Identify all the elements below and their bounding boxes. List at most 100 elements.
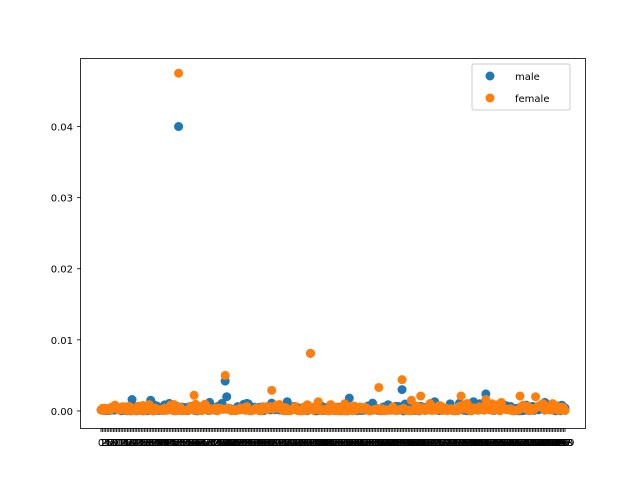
x-tick-label: 71: [205, 438, 218, 449]
x-tick-label: 264: [501, 438, 520, 449]
x-tick-label: 21: [127, 438, 140, 449]
x-tick-label: 223: [438, 438, 457, 449]
x-tick-label: 299: [555, 438, 574, 449]
x-tick-label: 215: [425, 438, 444, 449]
x-tick-label: 199: [400, 438, 419, 449]
x-tick-label: 152: [327, 438, 346, 449]
x-tick-label: 165: [348, 438, 367, 449]
x-tick-label: 86: [228, 438, 241, 449]
x-tick-label: 263: [500, 438, 519, 449]
x-tick-label: 249: [478, 438, 497, 449]
x-tick-label: 219: [431, 438, 450, 449]
x-tick-label: 176: [365, 438, 384, 449]
x-tick-label: 156: [334, 438, 353, 449]
x-tick-label: 270: [510, 438, 529, 449]
x-tick-label: 177: [366, 438, 385, 449]
x-tick-label: 73: [208, 438, 221, 449]
x-tick-label: 137: [304, 438, 323, 449]
x-tick-label: 173: [360, 438, 379, 449]
x-tick-label: 46: [166, 438, 179, 449]
x-tick-label: 290: [541, 438, 560, 449]
x-tick-label: 198: [399, 438, 418, 449]
x-tick-label: 298: [554, 438, 573, 449]
x-tick-label: 157: [335, 438, 354, 449]
scatter-point-female: [560, 406, 570, 416]
x-tick-label: 248: [476, 438, 495, 449]
y-tick-label: 0.03: [51, 194, 73, 205]
x-tick-label: 251: [481, 438, 500, 449]
x-tick-label: 88: [231, 438, 244, 449]
x-tick-label: 283: [531, 438, 550, 449]
x-tick-label: 95: [242, 438, 255, 449]
x-tick-label: 146: [318, 438, 337, 449]
x-tick-label: 174: [361, 438, 380, 449]
x-tick-label: 212: [420, 438, 439, 449]
x-tick-label: 75: [211, 438, 224, 449]
x-tick-label: 242: [467, 438, 486, 449]
x-tick-label: 210: [417, 438, 436, 449]
x-tick-label: 140: [309, 438, 328, 449]
x-tick-label: 206: [411, 438, 430, 449]
x-tick-label: 44: [163, 438, 176, 449]
x-tick-label: 269: [509, 438, 528, 449]
x-tick-label: 258: [492, 438, 511, 449]
x-tick-label: 203: [406, 438, 425, 449]
x-tick-label: 25: [133, 438, 146, 449]
scatter-point-female: [189, 390, 199, 400]
x-tick-label: 191: [388, 438, 407, 449]
x-tick-label: 55: [180, 438, 193, 449]
x-tick-label: 116: [271, 438, 290, 449]
x-tick-label: 9: [112, 438, 118, 449]
x-tick-label: 195: [394, 438, 413, 449]
x-tick-label: 17: [121, 438, 134, 449]
x-tick-label: 225: [441, 438, 460, 449]
x-tick-label: 126: [287, 438, 306, 449]
x-tick-label: 196: [396, 438, 415, 449]
x-tick-label: 50: [172, 438, 185, 449]
x-tick-label: 162: [343, 438, 362, 449]
x-tick-label: 122: [281, 438, 300, 449]
scatter-point-female: [397, 375, 407, 385]
x-tick-label: 190: [386, 438, 405, 449]
x-tick-label: 38: [154, 438, 167, 449]
x-tick-label: 48: [169, 438, 182, 449]
x-tick-label: 39: [155, 438, 168, 449]
x-tick-label: 20: [126, 438, 139, 449]
x-tick-label: 102: [250, 438, 269, 449]
x-tick-label: 5: [106, 438, 112, 449]
x-tick-label: 121: [279, 438, 298, 449]
scatter-point-female: [306, 348, 315, 358]
x-tick-label: 267: [506, 438, 525, 449]
x-tick-label: 287: [537, 438, 556, 449]
x-tick-label: 72: [206, 438, 219, 449]
x-tick-label: 10: [110, 438, 123, 449]
x-tick-label: 97: [245, 438, 258, 449]
x-tick-label: 284: [532, 438, 551, 449]
x-axis-ticks: 0123456789101112131415161718192021222324…: [98, 428, 575, 449]
x-tick-label: 112: [265, 438, 284, 449]
x-tick-label: 208: [414, 438, 433, 449]
x-tick-label: 124: [284, 438, 303, 449]
x-tick-label: 291: [543, 438, 562, 449]
x-tick-label: 144: [315, 438, 334, 449]
x-tick-label: 245: [472, 438, 491, 449]
x-tick-label: 205: [410, 438, 429, 449]
x-tick-label: 89: [233, 438, 246, 449]
x-tick-label: 151: [326, 438, 345, 449]
legend-box: [471, 63, 571, 111]
x-tick-label: 93: [239, 438, 252, 449]
x-tick-label: 79: [217, 438, 230, 449]
x-tick-label: 294: [548, 438, 567, 449]
x-tick-label: 59: [186, 438, 199, 449]
x-tick-label: 216: [427, 438, 446, 449]
x-tick-label: 180: [371, 438, 390, 449]
x-tick-label: 231: [450, 438, 469, 449]
x-tick-label: 66: [197, 438, 210, 449]
x-tick-label: 109: [261, 438, 280, 449]
x-tick-label: 54: [178, 438, 191, 449]
legend-label-female: female: [515, 94, 549, 105]
x-tick-label: 28: [138, 438, 151, 449]
x-tick-label: 187: [382, 438, 401, 449]
x-tick-label: 276: [520, 438, 539, 449]
